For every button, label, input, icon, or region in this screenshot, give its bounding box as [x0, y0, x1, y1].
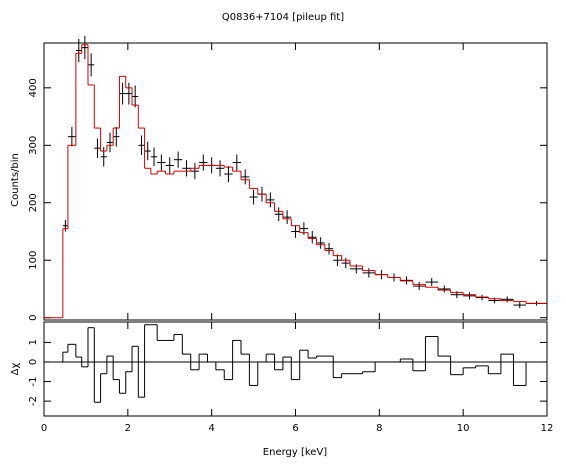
- x-tick-label: 2: [125, 423, 131, 434]
- x-tick-label: 0: [41, 423, 47, 434]
- y-tick-label: 200: [28, 193, 39, 212]
- plot-frame: [43, 321, 548, 417]
- x-tick-label: 12: [541, 423, 554, 434]
- y-tick-label: 0: [28, 359, 39, 365]
- y-tick-label: -1: [28, 377, 39, 387]
- x-tick-label: 10: [457, 423, 470, 434]
- x-tick-label: 4: [208, 423, 214, 434]
- y-tick-label: 300: [28, 136, 39, 155]
- y-tick-label: -2: [28, 396, 39, 406]
- y-axis-label: Counts/bin: [10, 153, 21, 207]
- chart-title: Q0836+7104 [pileup fit]: [222, 12, 344, 23]
- y-axis-label: Δχ: [10, 362, 21, 375]
- x-tick-label: 8: [376, 423, 382, 434]
- y-tick-label: 0: [28, 315, 39, 321]
- y-tick-label: 400: [28, 78, 39, 97]
- y-tick-label: 1: [28, 339, 39, 345]
- x-axis-label: Energy [keV]: [263, 447, 328, 458]
- x-tick-label: 6: [292, 423, 298, 434]
- y-tick-label: 100: [28, 251, 39, 270]
